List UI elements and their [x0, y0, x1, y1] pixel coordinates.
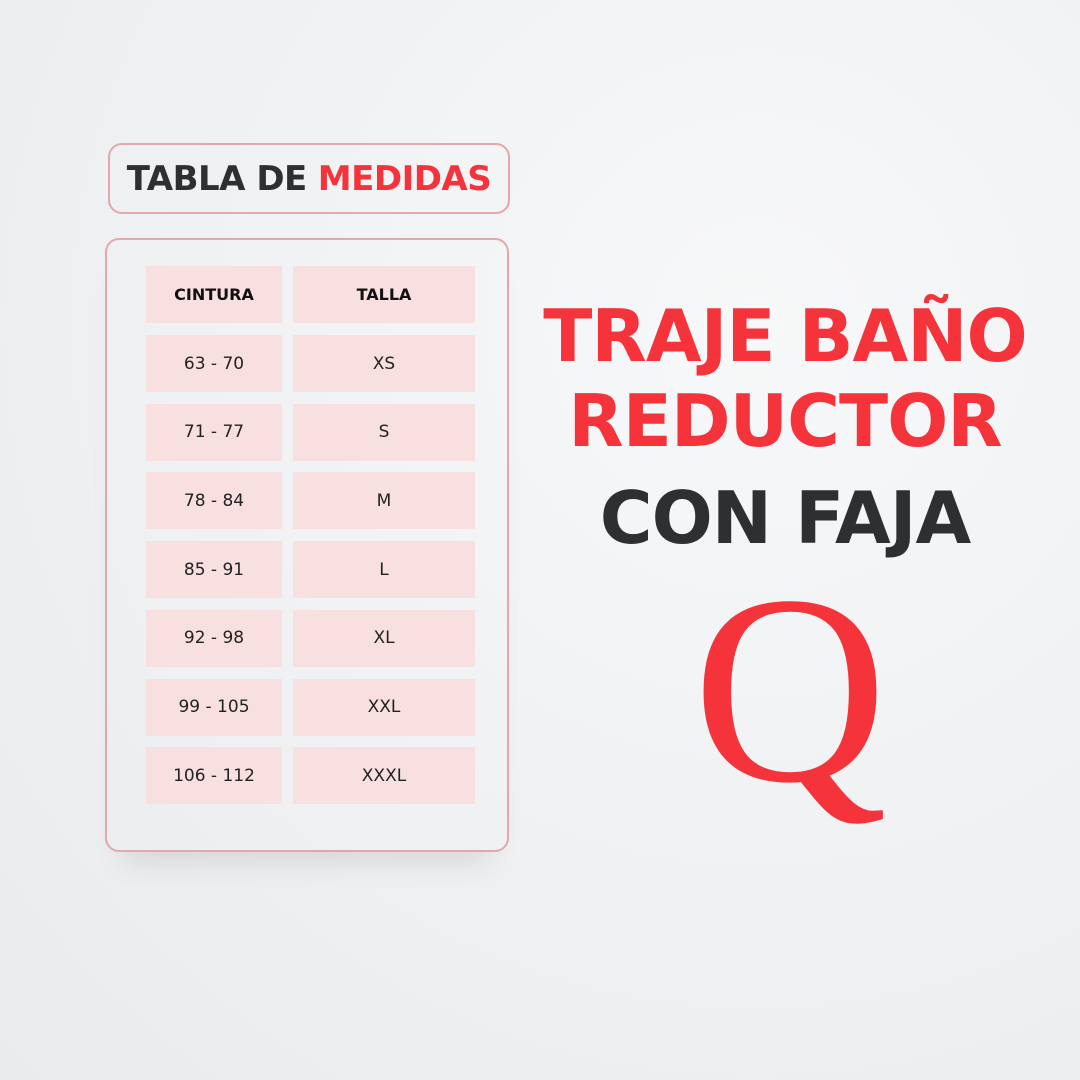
- cell-cintura: 71 - 77: [146, 403, 282, 461]
- cell-talla: M: [293, 472, 475, 530]
- cell-talla: S: [293, 403, 475, 461]
- cell-talla: L: [293, 541, 475, 599]
- header-talla: TALLA: [293, 266, 475, 323]
- size-chart-title: TABLA DE MEDIDAS: [108, 143, 510, 214]
- headline-line-3: CON FAJA: [599, 476, 972, 560]
- cell-cintura: 85 - 91: [146, 541, 282, 599]
- cell-cintura: 78 - 84: [146, 472, 282, 530]
- title-part-red: MEDIDAS: [317, 158, 492, 199]
- header-cintura: CINTURA: [146, 266, 282, 323]
- cell-cintura: 99 - 105: [146, 678, 282, 736]
- cell-cintura: 106 - 112: [146, 747, 282, 805]
- cell-talla: XS: [293, 335, 475, 392]
- cell-talla: XXXL: [293, 747, 475, 805]
- cell-talla: XL: [293, 609, 475, 667]
- headline-line-2: REDUCTOR: [568, 379, 1002, 463]
- headline-line-1: TRAJE BAÑO: [543, 294, 1027, 378]
- brand-logo-q: Q: [692, 540, 888, 839]
- cell-cintura: 63 - 70: [146, 335, 282, 392]
- title-part-dark: TABLA DE: [126, 158, 308, 199]
- cell-cintura: 92 - 98: [146, 609, 282, 667]
- size-table-container: [105, 238, 509, 852]
- cell-talla: XXL: [293, 678, 475, 736]
